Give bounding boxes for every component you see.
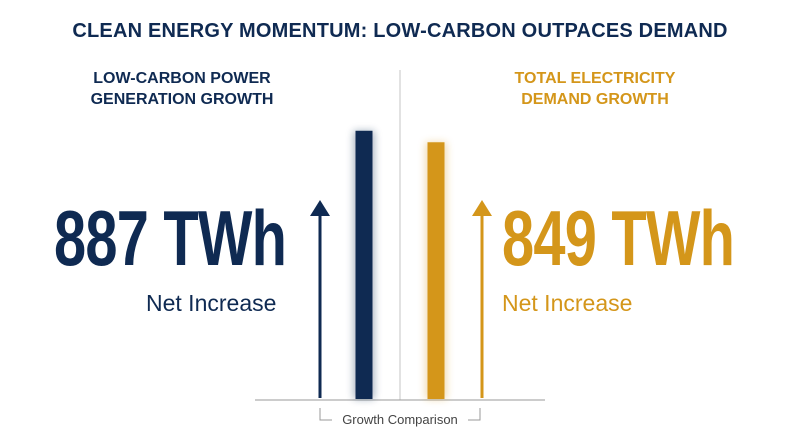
left-heading-line1: LOW-CARBON POWER (93, 70, 271, 87)
demand-value: 849 TWh (502, 194, 735, 282)
right-heading: TOTAL ELECTRICITY DEMAND GROWTH (445, 68, 745, 110)
right-heading-line2: DEMAND GROWTH (521, 91, 669, 108)
chart-title: CLEAN ENERGY MOMENTUM: LOW-CARBON OUTPAC… (72, 20, 728, 42)
x-axis-label: Growth Comparison (342, 412, 458, 427)
demand-caption: Net Increase (502, 290, 633, 316)
up-arrow-icon-right (472, 200, 492, 398)
up-arrow-icon (310, 200, 330, 398)
low-carbon-value: 887 TWh (54, 194, 287, 282)
bar-demand (427, 142, 445, 400)
left-heading-line2: GENERATION GROWTH (90, 91, 274, 108)
low-carbon-caption: Net Increase (146, 290, 277, 316)
right-heading-line1: TOTAL ELECTRICITY (514, 70, 676, 87)
x-axis-bracket (319, 408, 481, 421)
bar-low-carbon (355, 130, 373, 400)
left-heading: LOW-CARBON POWER GENERATION GROWTH (32, 68, 332, 110)
